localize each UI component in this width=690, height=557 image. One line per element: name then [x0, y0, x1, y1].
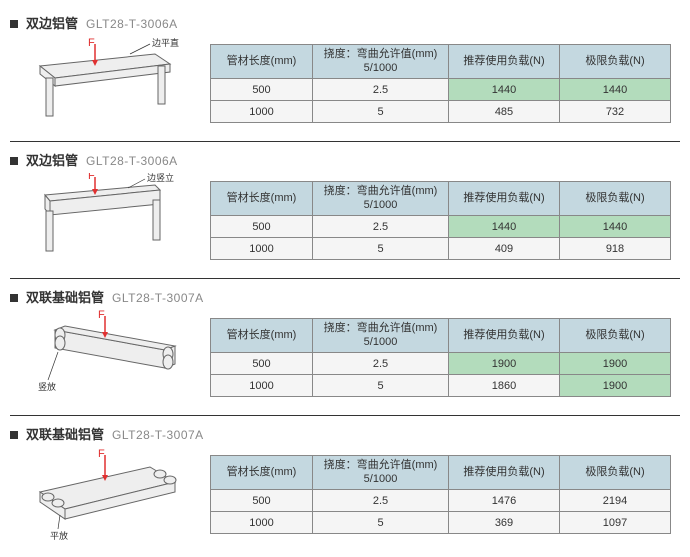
content-row: F 边平直 管材长度(mm) 挠度：弯曲允许值(mm)5/1000 推荐使用负载…	[10, 36, 680, 131]
section-title-row: 双边铝管 GLT28-T-3006A	[10, 150, 680, 169]
header-length: 管材长度(mm)	[211, 319, 313, 353]
content-row: F 竖放 管材长度(mm) 挠度：弯曲允许值(mm)5/1000 推荐使用负载(…	[10, 310, 680, 405]
table-header-row: 管材长度(mm) 挠度：弯曲允许值(mm)5/1000 推荐使用负载(N) 极限…	[211, 456, 671, 490]
diagram: F 边平直	[10, 36, 200, 131]
spec-section: 双边铝管 GLT28-T-3006A F 边平直	[10, 5, 680, 141]
header-recommended: 推荐使用负载(N)	[449, 319, 560, 353]
bullet-icon	[10, 431, 18, 439]
table-row: 500 2.5 1440 1440	[211, 216, 671, 238]
model-number: GLT28-T-3006A	[86, 17, 178, 31]
content-row: F 平放 管材长度(mm) 挠度：弯曲允许值(mm)5/1000 推荐使用负载(…	[10, 447, 680, 542]
header-recommended: 推荐使用负载(N)	[449, 456, 560, 490]
annotation-label: 边平直	[152, 37, 179, 48]
annotation-label: 边竖立	[147, 173, 174, 183]
header-limit: 极限负载(N)	[560, 456, 671, 490]
section-title: 双边铝管	[26, 13, 78, 32]
spec-section: 双联基础铝管 GLT28-T-3007A F 竖放	[10, 278, 680, 415]
force-label: F	[98, 448, 105, 460]
table-row: 1000 5 369 1097	[211, 512, 671, 534]
model-number: GLT28-T-3007A	[112, 428, 204, 442]
spec-table: 管材长度(mm) 挠度：弯曲允许值(mm)5/1000 推荐使用负载(N) 极限…	[210, 318, 671, 397]
force-label: F	[88, 37, 95, 49]
bullet-icon	[10, 294, 18, 302]
table-row: 500 2.5 1900 1900	[211, 353, 671, 375]
section-title-row: 双联基础铝管 GLT28-T-3007A	[10, 424, 680, 443]
table-row: 1000 5 1860 1900	[211, 375, 671, 397]
table-header-row: 管材长度(mm) 挠度：弯曲允许值(mm)5/1000 推荐使用负载(N) 极限…	[211, 45, 671, 79]
bullet-icon	[10, 157, 18, 165]
header-length: 管材长度(mm)	[211, 182, 313, 216]
header-deflection: 挠度：弯曲允许值(mm)5/1000	[313, 45, 449, 79]
header-limit: 极限负载(N)	[560, 45, 671, 79]
header-length: 管材长度(mm)	[211, 456, 313, 490]
content-row: F 边竖立 管材长度(mm) 挠度：弯曲允许值(mm)5/1000 推荐使用负载…	[10, 173, 680, 268]
header-length: 管材长度(mm)	[211, 45, 313, 79]
annotation-label: 竖放	[38, 381, 56, 392]
header-deflection: 挠度：弯曲允许值(mm)5/1000	[313, 182, 449, 216]
section-title-row: 双联基础铝管 GLT28-T-3007A	[10, 287, 680, 306]
table-row: 500 2.5 1476 2194	[211, 490, 671, 512]
header-deflection: 挠度：弯曲允许值(mm)5/1000	[313, 456, 449, 490]
force-label: F	[98, 310, 105, 321]
model-number: GLT28-T-3006A	[86, 154, 178, 168]
spec-section: 双边铝管 GLT28-T-3006A F 边竖立	[10, 141, 680, 278]
spec-section: 双联基础铝管 GLT28-T-3007A F 平放	[10, 415, 680, 552]
header-deflection: 挠度：弯曲允许值(mm)5/1000	[313, 319, 449, 353]
annotation-label: 平放	[50, 530, 68, 541]
header-limit: 极限负载(N)	[560, 182, 671, 216]
force-label: F	[88, 173, 95, 182]
table-header-row: 管材长度(mm) 挠度：弯曲允许值(mm)5/1000 推荐使用负载(N) 极限…	[211, 182, 671, 216]
section-title-row: 双边铝管 GLT28-T-3006A	[10, 13, 680, 32]
bullet-icon	[10, 20, 18, 28]
table-header-row: 管材长度(mm) 挠度：弯曲允许值(mm)5/1000 推荐使用负载(N) 极限…	[211, 319, 671, 353]
spec-table: 管材长度(mm) 挠度：弯曲允许值(mm)5/1000 推荐使用负载(N) 极限…	[210, 181, 671, 260]
table-row: 500 2.5 1440 1440	[211, 79, 671, 101]
section-title: 双边铝管	[26, 150, 78, 169]
spec-table: 管材长度(mm) 挠度：弯曲允许值(mm)5/1000 推荐使用负载(N) 极限…	[210, 455, 671, 534]
header-limit: 极限负载(N)	[560, 319, 671, 353]
diagram: F 平放	[10, 447, 200, 542]
model-number: GLT28-T-3007A	[112, 291, 204, 305]
header-recommended: 推荐使用负载(N)	[449, 45, 560, 79]
table-row: 1000 5 409 918	[211, 238, 671, 260]
diagram: F 竖放	[10, 310, 200, 405]
section-title: 双联基础铝管	[26, 287, 104, 306]
header-recommended: 推荐使用负载(N)	[449, 182, 560, 216]
table-row: 1000 5 485 732	[211, 101, 671, 123]
spec-table: 管材长度(mm) 挠度：弯曲允许值(mm)5/1000 推荐使用负载(N) 极限…	[210, 44, 671, 123]
diagram: F 边竖立	[10, 173, 200, 268]
section-title: 双联基础铝管	[26, 424, 104, 443]
